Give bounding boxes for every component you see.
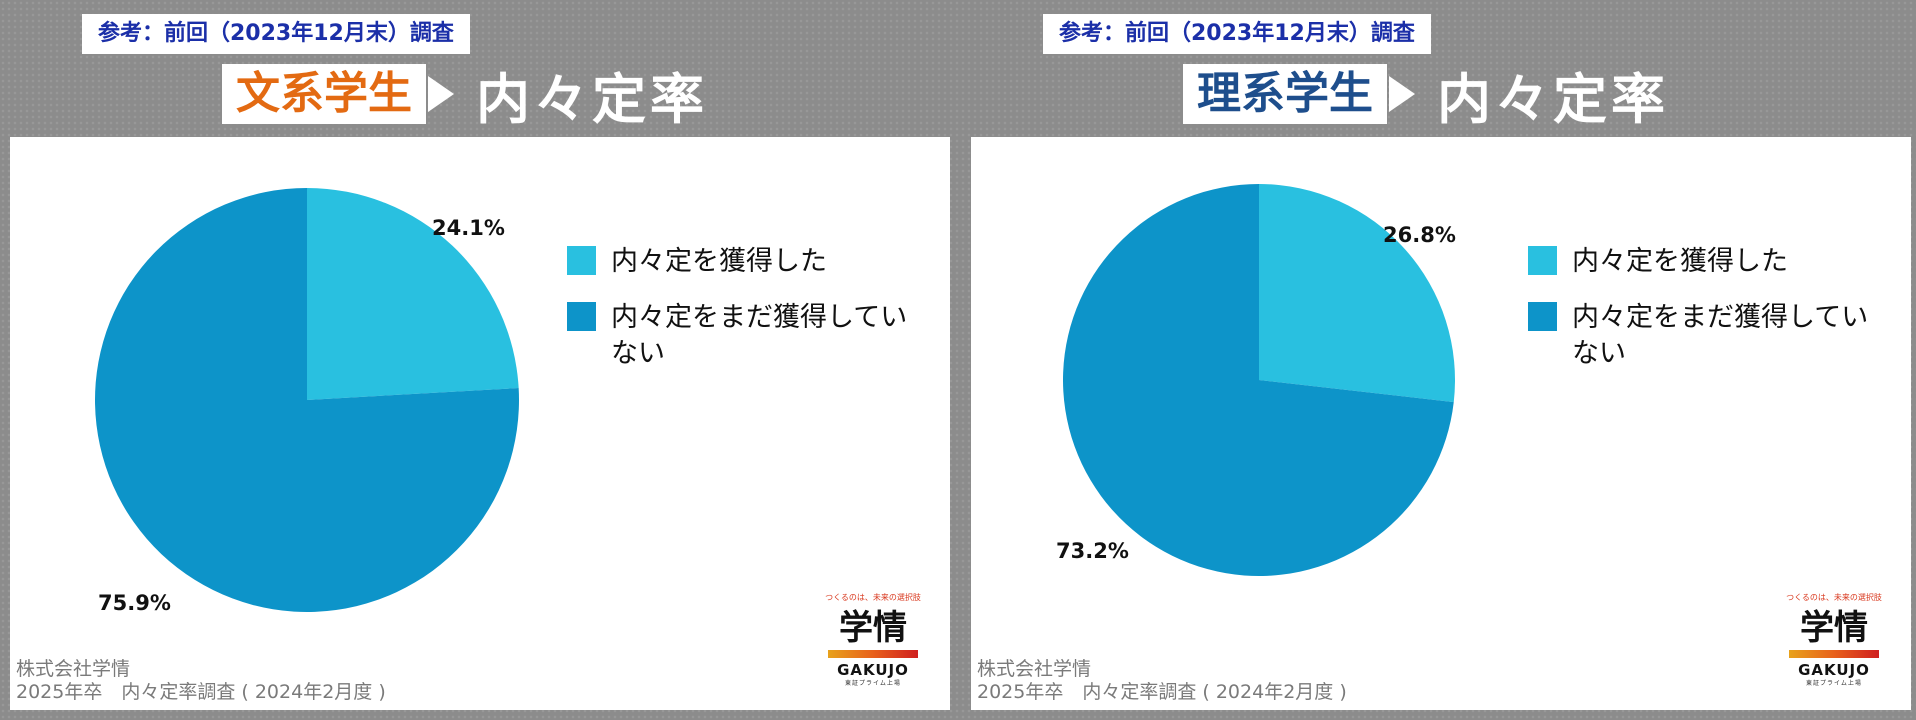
logo-tagline: つくるのは、未来の選択肢 bbox=[1786, 593, 1882, 602]
pie-chart: 26.8% 73.2% bbox=[1056, 184, 1456, 576]
logo-mark: 学情 bbox=[1800, 608, 1868, 648]
logo-mark: 学情 bbox=[839, 608, 907, 648]
footer-company: 株式会社学情 bbox=[16, 658, 131, 680]
footer: 株式会社学情 2025年卒 内々定率調査 ( 2024年2月度 ) bbox=[16, 658, 386, 704]
gakujo-logo: つくるのは、未来の選択肢 学情 GAKUJO 東証プライム上場 bbox=[822, 592, 924, 688]
reference-label: 参考：前回（2023年12月末）調査 bbox=[82, 14, 470, 54]
chart-card: 24.1% 75.9% 内々定を獲得した 内々定をまだ獲得していない 株式会社学情… bbox=[10, 137, 950, 710]
gakujo-logo: つくるのは、未来の選択肢 学情 GAKUJO 東証プライム上場 bbox=[1783, 592, 1885, 688]
pie-slice-acquired bbox=[307, 188, 519, 400]
chart-card: 26.8% 73.2% 内々定を獲得した 内々定をまだ獲得していない 株式会社学情… bbox=[971, 137, 1911, 710]
reference-label: 参考：前回（2023年12月末）調査 bbox=[1043, 14, 1431, 54]
legend-label-acquired: 内々定を獲得した bbox=[611, 246, 827, 277]
panel-title: 理系学生 内々定率 bbox=[1183, 62, 1669, 131]
logo-name: GAKUJO bbox=[1798, 661, 1870, 679]
pie-chart: 24.1% 75.9% bbox=[94, 188, 519, 615]
legend: 内々定を獲得した 内々定をまだ獲得していない bbox=[567, 244, 937, 392]
legend-item-acquired: 内々定を獲得した bbox=[567, 244, 937, 280]
legend-item-not-acquired: 内々定をまだ獲得していない bbox=[1528, 300, 1898, 372]
legend-label-not-acquired: 内々定をまだ獲得していない bbox=[611, 302, 908, 369]
legend-item-not-acquired: 内々定をまだ獲得していない bbox=[567, 300, 937, 372]
title-arrow-icon bbox=[428, 76, 454, 112]
title-main: 内々定率 bbox=[1437, 67, 1669, 131]
footer-survey: 2025年卒 内々定率調査 ( 2024年2月度 ) bbox=[977, 681, 1347, 703]
legend-swatch-not-acquired bbox=[567, 302, 596, 331]
panel-title: 文系学生 内々定率 bbox=[222, 62, 708, 131]
logo-bar bbox=[828, 650, 918, 658]
pie-label-acquired: 26.8% bbox=[1383, 223, 1456, 247]
logo-sub: 東証プライム上場 bbox=[1806, 680, 1862, 687]
footer-survey: 2025年卒 内々定率調査 ( 2024年2月度 ) bbox=[16, 681, 386, 703]
footer: 株式会社学情 2025年卒 内々定率調査 ( 2024年2月度 ) bbox=[977, 658, 1347, 704]
pie-label-acquired: 24.1% bbox=[432, 216, 505, 240]
logo-tagline: つくるのは、未来の選択肢 bbox=[825, 593, 921, 602]
panel-bunkei: 参考：前回（2023年12月末）調査 文系学生 内々定率 24.1% 75.9% … bbox=[0, 0, 950, 720]
pie-slice-not-acquired bbox=[1063, 184, 1454, 576]
legend: 内々定を獲得した 内々定をまだ獲得していない bbox=[1528, 244, 1898, 392]
legend-item-acquired: 内々定を獲得した bbox=[1528, 244, 1898, 280]
pie-slice-acquired bbox=[1259, 184, 1455, 403]
logo-sub: 東証プライム上場 bbox=[845, 680, 901, 687]
legend-swatch-acquired bbox=[567, 246, 596, 275]
logo-name: GAKUJO bbox=[837, 661, 909, 679]
title-arrow-icon bbox=[1389, 76, 1415, 112]
title-tag: 文系学生 bbox=[222, 64, 426, 124]
legend-swatch-acquired bbox=[1528, 246, 1557, 275]
legend-label-acquired: 内々定を獲得した bbox=[1572, 246, 1788, 277]
panel-rikei: 参考：前回（2023年12月末）調査 理系学生 内々定率 26.8% 73.2% … bbox=[960, 0, 1911, 720]
legend-swatch-not-acquired bbox=[1528, 302, 1557, 331]
logo-bar bbox=[1789, 650, 1879, 658]
legend-label-not-acquired: 内々定をまだ獲得していない bbox=[1572, 302, 1869, 369]
pie-label-not-acquired: 73.2% bbox=[1056, 539, 1129, 563]
title-main: 内々定率 bbox=[476, 67, 708, 131]
pie-slice-not-acquired bbox=[94, 188, 519, 612]
footer-company: 株式会社学情 bbox=[977, 658, 1092, 680]
title-tag: 理系学生 bbox=[1183, 64, 1387, 124]
pie-label-not-acquired: 75.9% bbox=[98, 591, 171, 615]
